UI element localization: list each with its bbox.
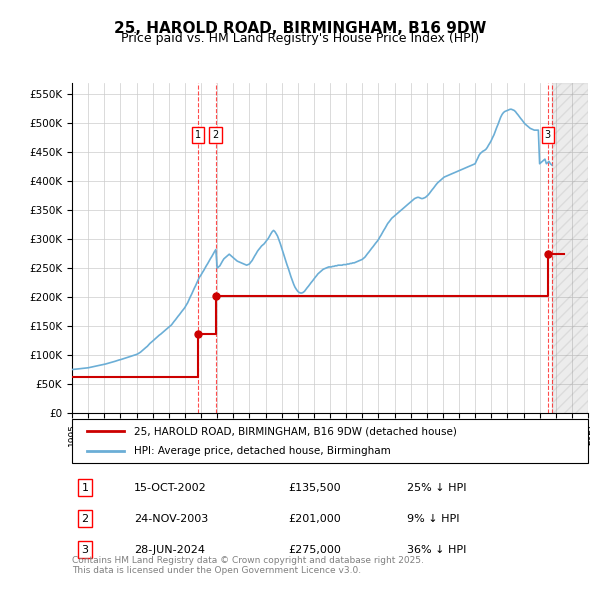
Text: Contains HM Land Registry data © Crown copyright and database right 2025.
This d: Contains HM Land Registry data © Crown c… <box>72 556 424 575</box>
Text: 15-OCT-2002: 15-OCT-2002 <box>134 483 206 493</box>
Text: HPI: Average price, detached house, Birmingham: HPI: Average price, detached house, Birm… <box>134 446 391 455</box>
Text: 25, HAROLD ROAD, BIRMINGHAM, B16 9DW (detached house): 25, HAROLD ROAD, BIRMINGHAM, B16 9DW (de… <box>134 427 457 436</box>
Text: 1: 1 <box>82 483 88 493</box>
Text: 2: 2 <box>82 514 88 523</box>
Bar <box>552 83 588 413</box>
Text: Price paid vs. HM Land Registry's House Price Index (HPI): Price paid vs. HM Land Registry's House … <box>121 32 479 45</box>
Text: 2: 2 <box>212 130 218 140</box>
Text: 25% ↓ HPI: 25% ↓ HPI <box>407 483 467 493</box>
Text: 28-JUN-2024: 28-JUN-2024 <box>134 545 205 555</box>
Text: £275,000: £275,000 <box>289 545 341 555</box>
Text: 3: 3 <box>544 130 551 140</box>
Text: £135,500: £135,500 <box>289 483 341 493</box>
Text: 1: 1 <box>194 130 200 140</box>
Text: £201,000: £201,000 <box>289 514 341 523</box>
FancyBboxPatch shape <box>72 419 588 463</box>
Text: 25, HAROLD ROAD, BIRMINGHAM, B16 9DW: 25, HAROLD ROAD, BIRMINGHAM, B16 9DW <box>114 21 486 35</box>
Text: 3: 3 <box>82 545 88 555</box>
Text: 24-NOV-2003: 24-NOV-2003 <box>134 514 208 523</box>
Text: 9% ↓ HPI: 9% ↓ HPI <box>407 514 460 523</box>
Text: 36% ↓ HPI: 36% ↓ HPI <box>407 545 467 555</box>
